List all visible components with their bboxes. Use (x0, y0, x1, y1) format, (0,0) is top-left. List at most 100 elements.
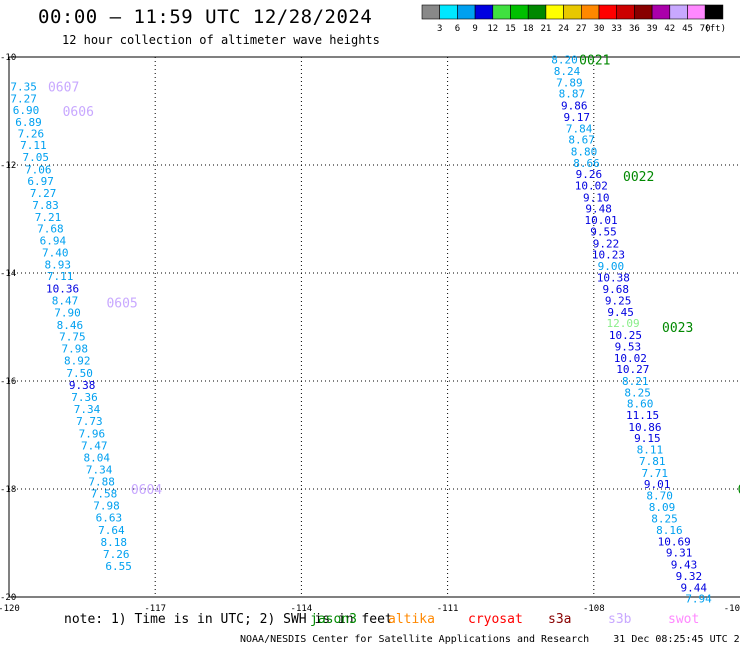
swh-value: 7.40 (42, 246, 69, 259)
swh-value: 6.97 (27, 175, 54, 188)
swh-value: 7.83 (32, 199, 59, 212)
legend-swatch (687, 4, 706, 20)
swh-value: 7.81 (639, 455, 666, 468)
legend-label: 18 (523, 24, 534, 34)
legend-label: 33 (611, 24, 622, 34)
swh-value: 7.36 (71, 391, 98, 404)
swh-value: 7.71 (641, 467, 668, 480)
swh-value: 8.80 (571, 146, 598, 159)
swh-value: 10.27 (616, 363, 649, 376)
pass-time-label: 0023 (662, 321, 693, 336)
swh-value: 7.73 (76, 415, 103, 428)
swh-value: 7.11 (47, 270, 74, 283)
swh-value: 10.23 (592, 249, 625, 262)
legend-label: 21 (540, 24, 551, 34)
swh-value: 7.47 (81, 439, 108, 452)
swh-value: 9.31 (666, 547, 693, 560)
swh-value: 9.15 (634, 432, 661, 445)
swh-value: 8.11 (637, 444, 664, 457)
pass-time-label: 0022 (623, 170, 654, 185)
swh-value: 7.34 (74, 403, 101, 416)
legend-label: 27 (576, 24, 587, 34)
swh-value: 8.87 (559, 88, 586, 101)
axes: -10 -12 -14 -16 -18 -20-120 -117 -114 -111 -108 -1… (0, 53, 740, 614)
swh-value: 8.20 (551, 54, 578, 67)
pass-time-label: 0021 (579, 54, 610, 69)
legend-swatch (563, 4, 582, 20)
swh-value: 8.25 (651, 513, 678, 526)
swh-value: 7.27 (30, 187, 57, 200)
swh-value: 7.21 (35, 211, 62, 224)
swh-value: 8.93 (44, 258, 71, 271)
swh-value: 8.04 (83, 452, 110, 465)
color-legend: 3 6 9 12 15 18 21 24 27 30 33 36 39 42 45 70(ft) (421, 4, 726, 34)
legend-label: 30 (594, 24, 605, 34)
swh-value: 7.06 (25, 163, 52, 176)
y-tick-label: -20 (0, 593, 16, 603)
legend-swatch (492, 4, 511, 20)
satellite-label: cryosat (468, 612, 523, 627)
legend-unit: (ft) (704, 24, 726, 34)
satellite-label: s3b (608, 612, 632, 627)
swh-value: 6.90 (13, 104, 40, 117)
swh-value: 7.89 (556, 76, 583, 89)
legend-swatch (439, 4, 458, 20)
legend-label: 3 (437, 24, 442, 34)
swh-value: 8.21 (622, 375, 649, 388)
legend-swatch (704, 4, 724, 20)
swh-value: 9.00 (598, 260, 625, 273)
legend-label: 45 (682, 24, 693, 34)
x-tick-label: -108 (583, 604, 605, 614)
pass-time-label: 0607 (48, 81, 79, 96)
legend-label: 9 (472, 24, 477, 34)
legend-label: 70 (700, 24, 711, 34)
swh-value: 7.68 (37, 223, 64, 236)
swh-value: 10.36 (46, 283, 79, 296)
legend-label: 15 (505, 24, 516, 34)
y-tick-label: -12 (0, 161, 16, 171)
swh-value: 6.89 (15, 116, 42, 129)
swh-value: 8.16 (656, 524, 683, 537)
swh-value: 9.17 (563, 111, 590, 124)
swh-value: 7.34 (86, 464, 113, 477)
swh-value: 7.64 (98, 524, 125, 537)
x-tick-label: -10 (724, 604, 740, 614)
swh-value: 6.94 (40, 235, 67, 248)
swh-value: 10.25 (609, 329, 642, 342)
swh-value: 8.47 (52, 295, 79, 308)
swh-value: 6.55 (105, 560, 132, 573)
satellite-label: swot (668, 612, 700, 627)
legend-label: 24 (558, 24, 569, 34)
swh-value: 7.98 (93, 500, 120, 513)
swh-value: 7.05 (23, 151, 50, 164)
y-tick-label: -14 (0, 269, 16, 279)
swh-value: 9.01 (644, 478, 671, 491)
legend-label: 6 (455, 24, 460, 34)
swh-value: 7.90 (54, 306, 81, 319)
swh-value: 8.70 (646, 489, 673, 502)
legend-swatch (510, 4, 529, 20)
swh-value: 12.09 (606, 317, 639, 330)
satellite-label: jason3 (310, 612, 357, 627)
swh-value: 9.38 (69, 379, 96, 392)
swh-value: 9.43 (671, 559, 698, 572)
swh-value: 8.67 (568, 134, 595, 147)
swh-value: 9.48 (585, 203, 612, 216)
legend-swatch (616, 4, 635, 20)
swh-value: 8.24 (554, 65, 581, 78)
data-points: 7.357.276.906.897.267.117.057.066.977.27… (10, 54, 712, 606)
pass-time-label: 0604 (131, 483, 162, 498)
swh-value: 9.25 (605, 295, 632, 308)
legend-swatch (634, 4, 653, 20)
swh-value: 7.50 (66, 367, 93, 380)
swh-value: 7.96 (79, 427, 106, 440)
swh-value: 7.26 (18, 128, 45, 141)
swh-value: 6.63 (96, 512, 123, 525)
chart-subtitle: 12 hour collection of altimeter wave hei… (62, 33, 380, 47)
swh-value: 10.01 (585, 214, 618, 227)
swh-value: 8.46 (57, 319, 84, 332)
swh-value: 8.60 (627, 398, 654, 411)
pass-time-label: 0606 (63, 105, 94, 120)
swh-value: 9.68 (602, 283, 629, 296)
